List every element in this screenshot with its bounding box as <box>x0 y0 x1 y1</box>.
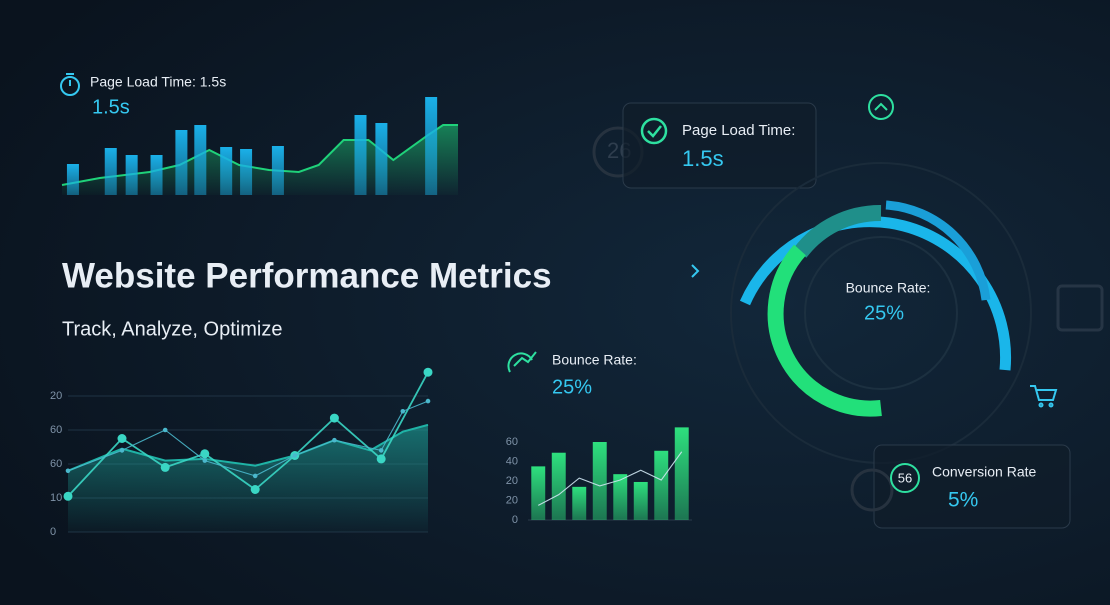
card <box>873 444 1071 529</box>
up-icon <box>868 94 894 120</box>
card <box>622 102 817 189</box>
page-title: Website Performance Metrics <box>62 256 552 295</box>
card-label: Bounce Rate: <box>552 352 637 368</box>
marker <box>332 437 337 443</box>
marker <box>400 409 406 414</box>
bar <box>220 147 233 195</box>
bar <box>613 474 628 520</box>
y-tick-label: 60 <box>50 424 62 436</box>
y-tick-label: 60 <box>50 458 62 470</box>
bar <box>125 155 138 195</box>
marker <box>376 454 386 464</box>
marker <box>378 448 384 453</box>
chevron-icon <box>691 264 700 278</box>
area <box>68 424 428 532</box>
card-label: Conversion Rate <box>932 464 1036 480</box>
line <box>537 451 683 506</box>
gauge-value: 25% <box>864 302 904 324</box>
y-tick-label: 20 <box>506 494 518 506</box>
y-tick-label: 20 <box>50 390 62 402</box>
marker <box>250 485 260 494</box>
y-tick-label: 10 <box>50 492 62 504</box>
marker <box>63 491 73 501</box>
bar <box>654 450 669 520</box>
marker <box>162 427 168 433</box>
trend-icon <box>507 351 537 373</box>
bar <box>674 427 689 520</box>
y-tick-label: 20 <box>506 475 518 487</box>
ring-gauge <box>730 162 1032 464</box>
y-tick-label: 40 <box>506 455 518 467</box>
bar <box>425 97 438 195</box>
marker <box>329 413 339 423</box>
bar <box>592 442 607 520</box>
marker <box>200 449 210 459</box>
marker <box>119 448 125 453</box>
bar <box>150 155 163 195</box>
marker <box>423 367 433 377</box>
marker <box>202 458 208 463</box>
checkbox-icon <box>1056 284 1104 332</box>
panel-title: Page Load Time: 1.5s <box>90 74 226 90</box>
check-icon <box>640 117 668 145</box>
bar <box>551 452 566 520</box>
bar <box>633 481 648 520</box>
marker <box>252 473 258 479</box>
y-tick-label: 0 <box>50 526 56 538</box>
badge-icon <box>890 463 920 493</box>
clock-icon <box>60 73 80 96</box>
bar <box>104 148 117 195</box>
bar <box>66 164 79 195</box>
marker <box>425 398 431 404</box>
marker <box>292 453 298 458</box>
y-tick-label: 0 <box>512 514 518 526</box>
bar <box>194 125 207 195</box>
gauge-label: Bounce Rate: <box>846 280 931 296</box>
bar <box>354 115 367 195</box>
cart-icon <box>1030 385 1058 408</box>
y-tick-label: 60 <box>506 436 518 448</box>
bar <box>175 130 188 195</box>
card-value: 5% <box>948 489 978 512</box>
bar <box>240 149 253 195</box>
line <box>67 400 429 477</box>
card-label: Page Load Time: <box>682 122 795 139</box>
card-value: 25% <box>552 376 592 398</box>
bar <box>572 486 587 520</box>
bar <box>375 123 388 195</box>
page-subtitle: Track, Analyze, Optimize <box>62 318 282 340</box>
bar <box>271 146 284 195</box>
marker <box>160 462 170 472</box>
bar <box>531 466 546 520</box>
icon-number: 56 <box>898 470 912 485</box>
faded-icon <box>850 468 894 512</box>
panel-value: 1.5s <box>92 96 130 118</box>
card-value: 1.5s <box>682 146 724 171</box>
marker <box>117 434 127 443</box>
marker <box>65 468 71 474</box>
